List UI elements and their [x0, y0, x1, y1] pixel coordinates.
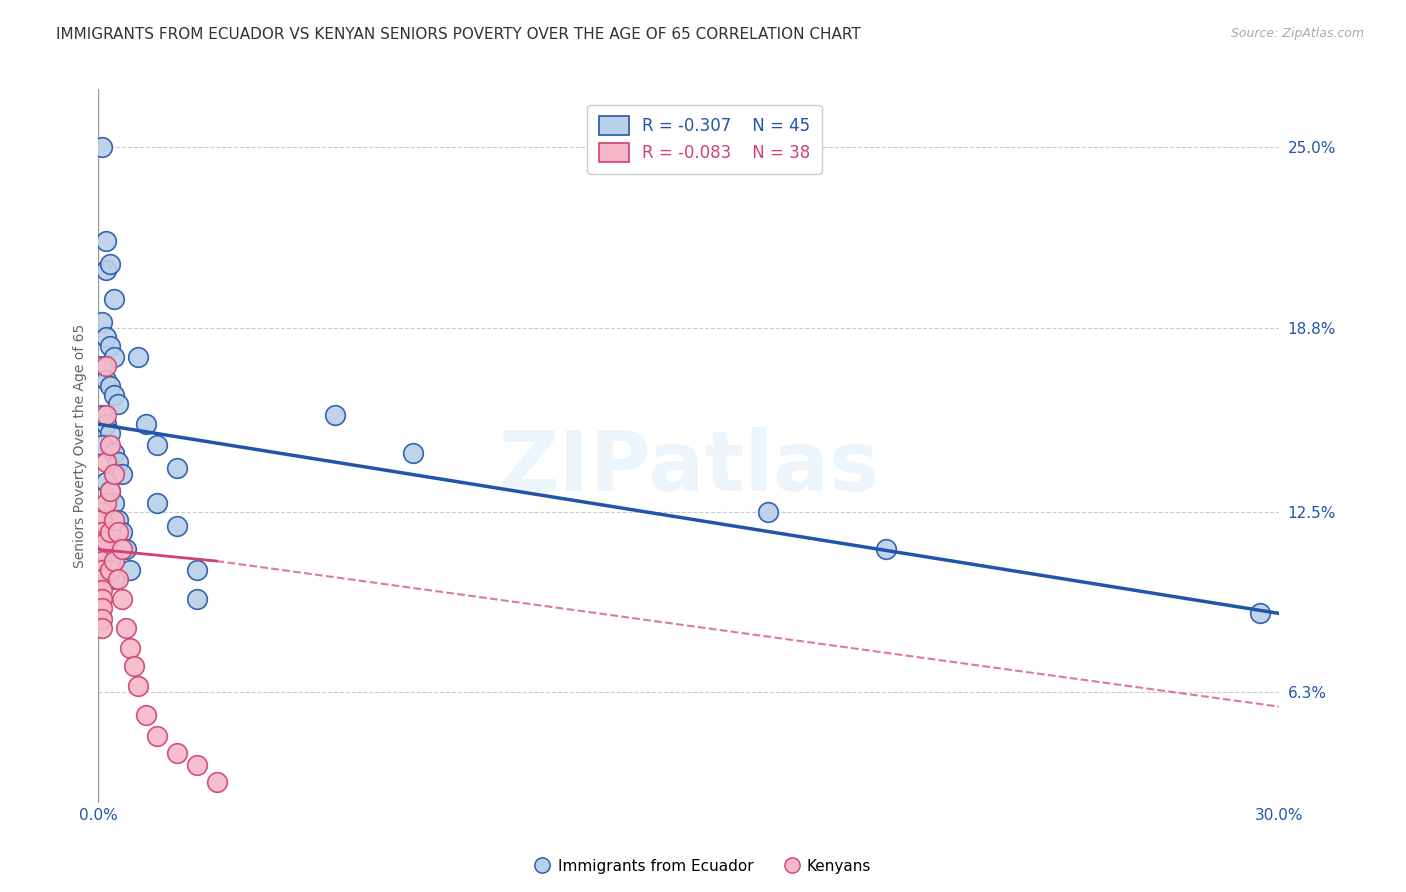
Point	[107, 513, 129, 527]
Point	[127, 679, 149, 693]
Point	[402, 446, 425, 460]
Point	[146, 496, 169, 510]
Text: IMMIGRANTS FROM ECUADOR VS KENYAN SENIORS POVERTY OVER THE AGE OF 65 CORRELATION: IMMIGRANTS FROM ECUADOR VS KENYAN SENIOR…	[56, 27, 860, 42]
Point	[91, 612, 114, 626]
Point	[186, 591, 208, 606]
Point	[98, 338, 121, 352]
Point	[107, 572, 129, 586]
Point	[186, 563, 208, 577]
Point	[103, 467, 125, 481]
Point	[1249, 607, 1271, 621]
Point	[91, 315, 114, 329]
Point	[91, 600, 114, 615]
Point	[107, 455, 129, 469]
Y-axis label: Seniors Poverty Over the Age of 65: Seniors Poverty Over the Age of 65	[73, 324, 87, 568]
Point	[146, 437, 169, 451]
Point	[96, 533, 118, 548]
Point	[186, 758, 208, 772]
Point	[118, 641, 141, 656]
Point	[91, 563, 114, 577]
Point	[98, 437, 121, 451]
Point	[107, 397, 129, 411]
Point	[115, 542, 138, 557]
Point	[96, 496, 118, 510]
Point	[135, 708, 157, 723]
Point	[166, 460, 188, 475]
Point	[103, 350, 125, 364]
Point	[91, 504, 114, 518]
Point	[103, 388, 125, 402]
Point	[98, 379, 121, 393]
Point	[91, 542, 114, 557]
Point	[118, 563, 141, 577]
Point	[103, 496, 125, 510]
Point	[96, 455, 118, 469]
Point	[98, 563, 121, 577]
Point	[122, 659, 145, 673]
Point	[103, 513, 125, 527]
Point	[98, 484, 121, 499]
Point	[91, 554, 114, 568]
Point	[205, 775, 228, 789]
Point	[96, 533, 118, 548]
Point	[107, 524, 129, 539]
Point	[91, 140, 114, 154]
Legend: Immigrants from Ecuador, Kenyans: Immigrants from Ecuador, Kenyans	[529, 853, 877, 880]
Point	[103, 446, 125, 460]
Text: ZIPatlas: ZIPatlas	[499, 427, 879, 508]
Point	[127, 350, 149, 364]
Point	[115, 621, 138, 635]
Point	[135, 417, 157, 432]
Point	[96, 475, 118, 490]
Point	[103, 554, 125, 568]
Point	[96, 330, 118, 344]
Point	[756, 504, 779, 518]
Point	[98, 425, 121, 440]
Point	[91, 572, 114, 586]
Point	[323, 409, 346, 423]
Point	[91, 583, 114, 598]
Point	[103, 572, 125, 586]
Point	[91, 513, 114, 527]
Point	[111, 542, 134, 557]
Point	[111, 524, 134, 539]
Point	[91, 621, 114, 635]
Point	[91, 359, 114, 373]
Point	[98, 554, 121, 568]
Point	[103, 292, 125, 306]
Point	[96, 234, 118, 248]
Point	[91, 591, 114, 606]
Text: Source: ZipAtlas.com: Source: ZipAtlas.com	[1230, 27, 1364, 40]
Point	[91, 437, 114, 451]
Point	[96, 262, 118, 277]
Point	[166, 519, 188, 533]
Point	[96, 374, 118, 388]
Point	[98, 484, 121, 499]
Point	[111, 467, 134, 481]
Point	[96, 359, 118, 373]
Point	[91, 533, 114, 548]
Point	[875, 542, 897, 557]
Point	[96, 417, 118, 432]
Legend: R = -0.307    N = 45, R = -0.083    N = 38: R = -0.307 N = 45, R = -0.083 N = 38	[588, 104, 823, 174]
Point	[91, 409, 114, 423]
Point	[91, 504, 114, 518]
Point	[111, 591, 134, 606]
Point	[96, 409, 118, 423]
Point	[98, 524, 121, 539]
Point	[91, 524, 114, 539]
Point	[98, 257, 121, 271]
Point	[146, 729, 169, 743]
Point	[166, 746, 188, 760]
